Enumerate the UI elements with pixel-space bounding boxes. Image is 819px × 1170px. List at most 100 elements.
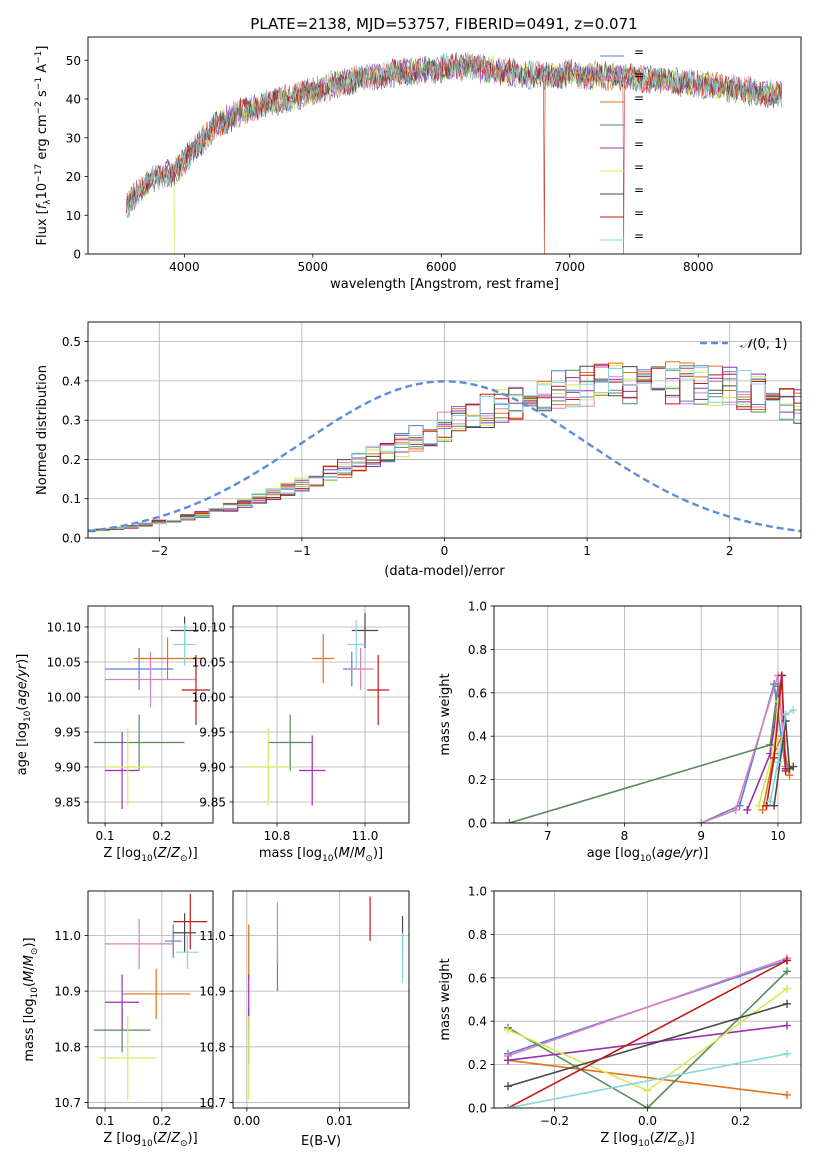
weight-marker bbox=[505, 819, 514, 823]
errorbar-point bbox=[173, 893, 208, 950]
x-tick-label: 0.2 bbox=[152, 829, 171, 843]
weight-marker bbox=[770, 753, 779, 762]
panel-mass_vs_Z: 0.1 0.2 10.7 10.8 10.9 11.0 Z [log10(Z/Z⊙)] mas… bbox=[22, 890, 214, 1149]
weight-lines bbox=[505, 671, 798, 823]
y-tick-label: 0.2 bbox=[62, 453, 81, 467]
axes-frame bbox=[87, 321, 802, 539]
y-tick-label: 9.90 bbox=[199, 761, 226, 775]
legend-label: = bbox=[634, 160, 644, 174]
legend-label-eq: = bbox=[634, 45, 644, 59]
errorbar-point bbox=[176, 935, 199, 969]
legend-label-eq: = bbox=[634, 160, 644, 174]
x-axis-label: wavelength [Angstrom, rest frame] bbox=[330, 277, 559, 292]
panel-mass_vs_ebv: 0.00 0.01 10.7 10.8 10.9 11.0 E(B-V) bbox=[199, 890, 410, 1149]
weight-marker bbox=[697, 819, 706, 823]
x-tick-label: 0.0 bbox=[638, 1114, 657, 1128]
y-tick-label: 11.0 bbox=[54, 929, 81, 943]
weight-marker bbox=[777, 671, 786, 680]
y-tick-label: 9.95 bbox=[199, 726, 226, 740]
weight-line bbox=[507, 959, 788, 1108]
legend-label-eq: = bbox=[634, 206, 644, 220]
panel-weight_vs_age: 7 8 9 10 0.0 0.2 0.4 0.6 0.8 1.0 mass weight age [l… bbox=[438, 600, 802, 864]
y-axis-label: Normed distribution bbox=[35, 365, 50, 495]
legend-label-eq: = bbox=[634, 183, 644, 197]
y-tick-label: 10.8 bbox=[54, 1040, 81, 1054]
x-tick-label: −0.2 bbox=[540, 1114, 569, 1128]
weight-marker bbox=[766, 797, 775, 806]
x-axis-label: age [log10(age/yr)] bbox=[587, 846, 709, 864]
axes-frame bbox=[232, 605, 410, 824]
weight-marker bbox=[643, 1086, 652, 1095]
axes-frame bbox=[87, 605, 214, 824]
weight-line bbox=[769, 709, 794, 802]
spectrum-line bbox=[126, 52, 782, 218]
weight-marker bbox=[758, 805, 767, 814]
x-axis-label: (data-model)/error bbox=[384, 564, 505, 579]
axes-frame bbox=[87, 890, 214, 1109]
x-tick-label: 1 bbox=[583, 544, 591, 558]
y-tick-label: 30 bbox=[66, 131, 81, 145]
errorbar-point bbox=[181, 655, 211, 725]
x-tick-label: 9 bbox=[697, 829, 705, 843]
errorbar-point bbox=[246, 728, 291, 806]
weight-marker bbox=[783, 967, 792, 976]
weight-marker bbox=[783, 1021, 792, 1030]
x-tick-label: 8000 bbox=[683, 260, 714, 274]
errorbar-point bbox=[164, 924, 182, 958]
x-tick-label: 4000 bbox=[169, 260, 200, 274]
weight-marker bbox=[773, 697, 782, 706]
legend-label-eq: = bbox=[634, 91, 644, 105]
y-tick-label: 0.6 bbox=[468, 971, 487, 985]
x-tick-label: 6000 bbox=[426, 260, 457, 274]
x-tick-label: −2 bbox=[150, 544, 168, 558]
weight-marker bbox=[503, 1104, 512, 1108]
y-tick-label: 1.0 bbox=[468, 885, 487, 899]
legend-label-eq: = bbox=[634, 137, 644, 151]
weight-marker bbox=[754, 801, 763, 810]
errorbars bbox=[248, 896, 404, 1100]
errorbar-point bbox=[173, 623, 196, 666]
y-tick-label: 0.0 bbox=[62, 532, 81, 546]
y-tick-label: 0.4 bbox=[468, 730, 487, 744]
legend-label-eq: = bbox=[634, 68, 644, 82]
legend-label: 𝒩(0, 1) bbox=[740, 337, 787, 352]
x-tick-label: 7000 bbox=[554, 260, 585, 274]
legend-label: = bbox=[634, 91, 644, 105]
errorbar-point bbox=[367, 655, 390, 725]
axes-frame bbox=[493, 890, 802, 1109]
panel-spectrum: 4000 5000 6000 7000 8000 0 10 20 30 40 50 wavelengt… bbox=[34, 36, 802, 292]
x-axis-label: mass [log10(M/M⊙)] bbox=[259, 846, 383, 864]
y-tick-label: 10.7 bbox=[54, 1096, 81, 1110]
weight-marker bbox=[770, 801, 779, 810]
weight-marker bbox=[783, 999, 792, 1008]
weight-line bbox=[507, 1003, 788, 1088]
weight-marker bbox=[789, 706, 798, 715]
weight-line bbox=[507, 1024, 788, 1062]
weight-marker bbox=[783, 1049, 792, 1058]
x-axis-label: Z [log10(Z/Z⊙)] bbox=[103, 1131, 197, 1149]
legend-label: = bbox=[634, 68, 644, 82]
weight-marker bbox=[789, 762, 798, 771]
errorbars bbox=[93, 893, 208, 1100]
errorbar-point bbox=[312, 634, 335, 683]
legend-label: = bbox=[634, 45, 644, 59]
y-tick-label: 0.4 bbox=[468, 1015, 487, 1029]
y-tick-label: 50 bbox=[66, 54, 81, 68]
panel-weight_vs_Z: −0.2 0.0 0.2 0.0 0.2 0.4 0.6 0.8 1.0 mass weight Z… bbox=[438, 885, 802, 1149]
x-axis-label: Z [log10(Z/Z⊙)] bbox=[103, 846, 197, 864]
y-tick-label: 10.05 bbox=[47, 656, 81, 670]
errorbar-point bbox=[105, 732, 140, 809]
x-tick-label: 7 bbox=[544, 829, 552, 843]
y-axis-label: Flux [fλ10−17 erg cm−2 s−1 A−1] bbox=[34, 46, 53, 246]
errorbars bbox=[246, 613, 390, 806]
y-tick-label: 10.05 bbox=[192, 656, 226, 670]
weight-marker bbox=[783, 956, 792, 965]
weight-marker bbox=[503, 1056, 512, 1065]
axes-frame bbox=[232, 890, 410, 1109]
y-tick-label: 10.10 bbox=[192, 621, 226, 635]
panel-residuals: −2 −1 0 1 2 0.0 0.1 0.2 0.3 0.4 0.5 (data-model)/er… bbox=[35, 321, 802, 579]
y-tick-label: 11.0 bbox=[199, 929, 226, 943]
weight-lines bbox=[503, 954, 792, 1108]
x-tick-label: 0 bbox=[441, 544, 449, 558]
